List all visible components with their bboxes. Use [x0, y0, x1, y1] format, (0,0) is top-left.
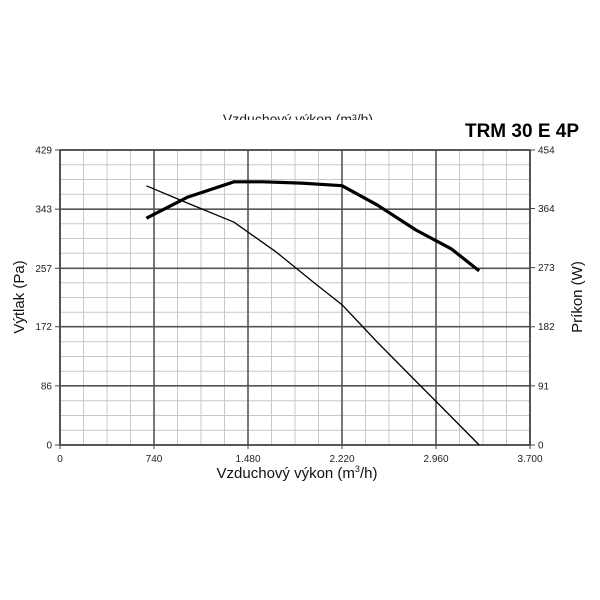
x-tick-label: 3.700	[517, 454, 542, 465]
y-left-tick-label: 343	[35, 205, 52, 216]
y-left-tick-label: 429	[35, 146, 52, 157]
chart-title: TRM 30 E 4P	[465, 121, 579, 142]
x-tick-label: 1.480	[235, 454, 260, 465]
x-tick-label: 740	[146, 454, 163, 465]
y-right-tick-label: 454	[538, 146, 555, 157]
partial-axis-title: Vzduchový výkon (m³/h)	[223, 111, 373, 127]
y-left-tick-label: 0	[46, 441, 52, 452]
y-left-tick-label: 257	[35, 264, 52, 275]
y-right-tick-label: 0	[538, 441, 544, 452]
power-curve-line	[145, 180, 481, 273]
y-left-tick-label: 86	[41, 381, 53, 392]
y-right-tick-label: 364	[538, 204, 555, 215]
x-tick-label: 0	[57, 454, 63, 465]
y-left-tick-label: 172	[35, 322, 52, 333]
x-axis-ticks: 0 740 1.480 2.220 2.960 3.700	[57, 445, 543, 465]
x-tick-label: 2.960	[423, 454, 448, 465]
x-axis-title-tail: /h)	[360, 465, 378, 482]
y-left-axis-title: Výtlak (Pa)	[11, 260, 28, 333]
y-left-axis-ticks: 0 86 172 257 343 429	[35, 146, 60, 452]
plot-border	[59, 149, 531, 446]
x-axis-title-sup: 3	[355, 464, 360, 474]
pressure-curve-line	[146, 185, 480, 446]
y-right-axis-title: Príkon (W)	[569, 261, 586, 333]
y-right-axis-ticks: 0 91 182 273 364 454	[530, 146, 555, 452]
y-right-tick-label: 91	[538, 381, 550, 392]
series-layer	[145, 180, 481, 446]
x-axis-title: Vzduchový výkon (m3/h)	[217, 464, 378, 482]
y-right-tick-label: 273	[538, 263, 555, 274]
plot-frame	[59, 149, 531, 446]
x-tick-label: 2.220	[329, 454, 354, 465]
x-axis-title-main: Vzduchový výkon (m	[217, 465, 355, 482]
y-right-tick-label: 182	[538, 322, 555, 333]
chart-grid	[59, 149, 531, 446]
